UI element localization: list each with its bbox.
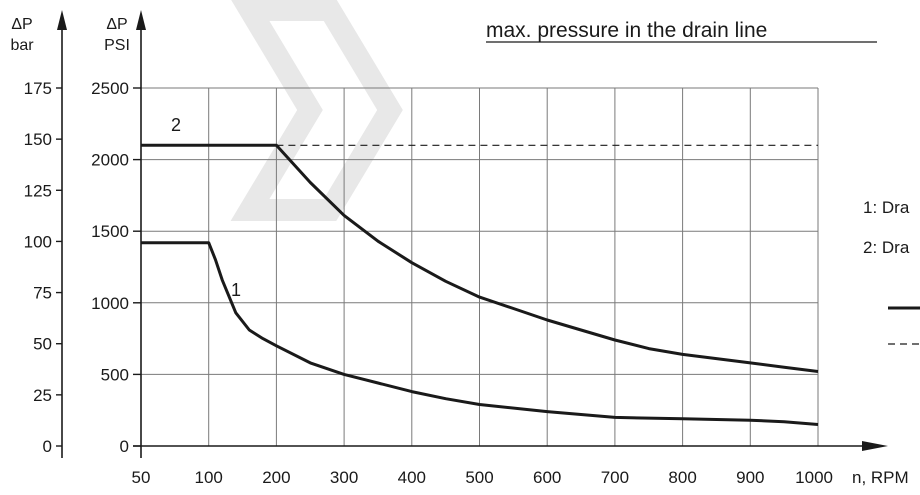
rpm-tick-label: 1000 — [795, 468, 833, 487]
rpm-tick-label: 700 — [601, 468, 629, 487]
rpm-tick-label: 300 — [330, 468, 358, 487]
ticks: 0500100015002000250002550751001251501755… — [24, 79, 833, 487]
rpm-tick-label: 500 — [465, 468, 493, 487]
psi-axis-arrow — [136, 10, 146, 30]
bar-axis-symbol: ΔP — [11, 16, 32, 33]
chart-title: max. pressure in the drain line — [486, 19, 767, 42]
rpm-tick-label: 900 — [736, 468, 764, 487]
rpm-tick-label: 200 — [262, 468, 290, 487]
watermark-graphic — [250, 10, 390, 210]
curve-label-2: 2 — [171, 115, 181, 135]
psi-tick-label: 1500 — [91, 222, 129, 241]
psi-tick-label: 2500 — [91, 79, 129, 98]
x-axis-arrow — [862, 441, 888, 451]
watermark-chevron — [250, 10, 390, 210]
rpm-tick-label: 800 — [668, 468, 696, 487]
axes — [57, 10, 888, 458]
legend-item-1: 1: Dra — [863, 198, 910, 217]
bar-axis-arrow — [57, 10, 67, 30]
psi-tick-label: 0 — [120, 437, 129, 456]
bar-axis-unit: bar — [10, 37, 34, 54]
rpm-tick-label: 600 — [533, 468, 561, 487]
bar-tick-label: 50 — [33, 335, 52, 354]
rpm-tick-label: 50 — [132, 468, 151, 487]
bar-tick-label: 150 — [24, 130, 52, 149]
psi-axis-unit: PSI — [104, 37, 130, 54]
bar-tick-label: 25 — [33, 386, 52, 405]
legend-item-2: 2: Dra — [863, 238, 910, 257]
bar-tick-label: 0 — [43, 437, 52, 456]
x-axis-label: n, RPM — [852, 468, 909, 487]
psi-tick-label: 500 — [101, 365, 129, 384]
bar-tick-label: 125 — [24, 181, 52, 200]
bar-tick-label: 75 — [33, 284, 52, 303]
grid — [141, 88, 818, 446]
rpm-tick-label: 100 — [195, 468, 223, 487]
psi-tick-label: 2000 — [91, 151, 129, 170]
curve-label-1: 1 — [231, 280, 241, 300]
psi-axis-symbol: ΔP — [106, 16, 127, 33]
bar-tick-label: 100 — [24, 232, 52, 251]
rpm-tick-label: 400 — [398, 468, 426, 487]
bar-tick-label: 175 — [24, 79, 52, 98]
psi-tick-label: 1000 — [91, 294, 129, 313]
